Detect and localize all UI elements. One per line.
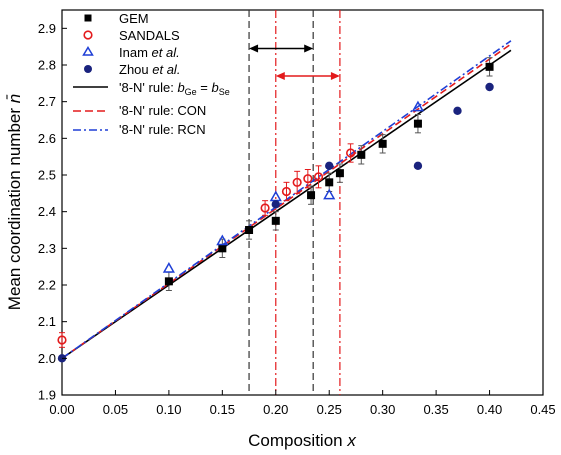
legend-label-sandals: SANDALS	[119, 28, 180, 43]
x-tick-label: 0.30	[370, 402, 395, 417]
x-tick-label: 0.45	[530, 402, 555, 417]
x-tick-label: 0.40	[477, 402, 502, 417]
gem-point	[218, 244, 227, 253]
legend-label-inam-name: Inam	[119, 45, 152, 60]
zhou-point	[271, 200, 280, 209]
y-axis-label: Mean coordination number n̄	[5, 94, 24, 310]
y-tick-label: 2.0	[38, 351, 56, 366]
inam-point	[216, 234, 229, 246]
legend-marker-gem	[84, 14, 92, 22]
x-axis-label: Composition x	[248, 431, 356, 450]
sandals-point	[57, 335, 67, 345]
legend-label-con: '8-N' rule: CON	[119, 103, 206, 118]
x-tick-label: 0.10	[156, 402, 181, 417]
error-bars	[59, 57, 493, 348]
gem-point	[378, 139, 387, 148]
inam-point	[162, 261, 175, 273]
gem-point	[485, 62, 494, 71]
sandals-point	[346, 148, 356, 158]
y-tick-label: 1.9	[38, 388, 56, 403]
sandals-point	[313, 172, 324, 182]
range-arrow-head	[304, 44, 314, 53]
zhou-point	[453, 106, 462, 116]
range-arrow-head	[275, 72, 285, 80]
legend-label-inam-etal: et al.	[152, 45, 180, 60]
y-tick-label: 2.1	[38, 314, 56, 329]
y-tick-label: 2.8	[38, 58, 56, 73]
range-arrow-head	[330, 72, 340, 80]
range-arrow-head	[249, 44, 259, 53]
legend-label-zhou-name: Zhou	[119, 62, 152, 77]
zhou-point	[325, 161, 334, 171]
y-axis-label-variable: n̄	[5, 94, 24, 103]
legend-marker-inam	[82, 46, 94, 56]
sandals-point	[292, 177, 302, 187]
gem-point	[335, 169, 344, 178]
range-arrows	[249, 44, 340, 80]
x-tick-label: 0.35	[423, 402, 448, 417]
legend-marker-sandals	[83, 30, 93, 40]
legend: GEM SANDALS Inam et al. Zhou et al. '8-N…	[73, 11, 230, 137]
gem-point	[413, 119, 422, 128]
gem-point	[307, 191, 316, 200]
y-tick-label: 2.6	[38, 131, 56, 146]
sandals-point	[303, 174, 313, 184]
legend-label-zhou: Zhou et al.	[119, 62, 180, 77]
y-tick-label: 2.9	[38, 21, 56, 36]
gem-point	[271, 216, 280, 225]
data-points	[57, 62, 494, 363]
x-tick-label: 0.25	[317, 402, 342, 417]
x-axis-label-variable: x	[346, 431, 356, 450]
legend-label-bge-bse: '8-N' rule: bGe = bSe	[119, 80, 230, 97]
y-axis-label-text: Mean coordination number	[5, 108, 24, 311]
x-tick-label: 0.05	[103, 402, 128, 417]
zhou-point	[485, 82, 494, 92]
x-tick-label: 0.15	[210, 402, 235, 417]
x-tick-label: 0.00	[49, 402, 74, 417]
y-tick-label: 2.7	[38, 94, 56, 109]
legend-label-gem: GEM	[119, 11, 149, 26]
legend-label-inam: Inam et al.	[119, 45, 180, 60]
inam-point	[411, 100, 425, 112]
y-tick-label: 2.5	[38, 168, 56, 183]
y-tick-label: 2.3	[38, 241, 56, 256]
gem-point	[357, 150, 366, 159]
legend-marker-zhou	[84, 65, 92, 73]
gem-point	[164, 277, 173, 286]
x-axis-ticks: 0.00 0.05 0.10 0.15 0.20 0.25 0.30 0.35 0.40 0.45	[49, 390, 556, 417]
inam-point	[323, 188, 336, 200]
gem-point	[325, 178, 334, 187]
fit-line	[61, 49, 512, 359]
zhou-point	[413, 161, 423, 171]
legend-label-zhou-etal: et al.	[152, 62, 180, 77]
x-tick-label: 0.20	[263, 402, 288, 417]
y-tick-label: 2.2	[38, 278, 56, 293]
legend-label-rcn: '8-N' rule: RCN	[119, 122, 206, 137]
x-axis-label-text: Composition	[248, 431, 343, 450]
sandals-point	[260, 203, 270, 213]
sandals-point	[281, 186, 292, 197]
y-tick-label: 2.4	[38, 204, 56, 219]
gem-point	[245, 226, 254, 234]
y-axis-ticks: 1.9 2.0 2.1 2.2 2.3 2.4 2.5 2.6 2.7 2.8 2.9	[38, 21, 67, 403]
